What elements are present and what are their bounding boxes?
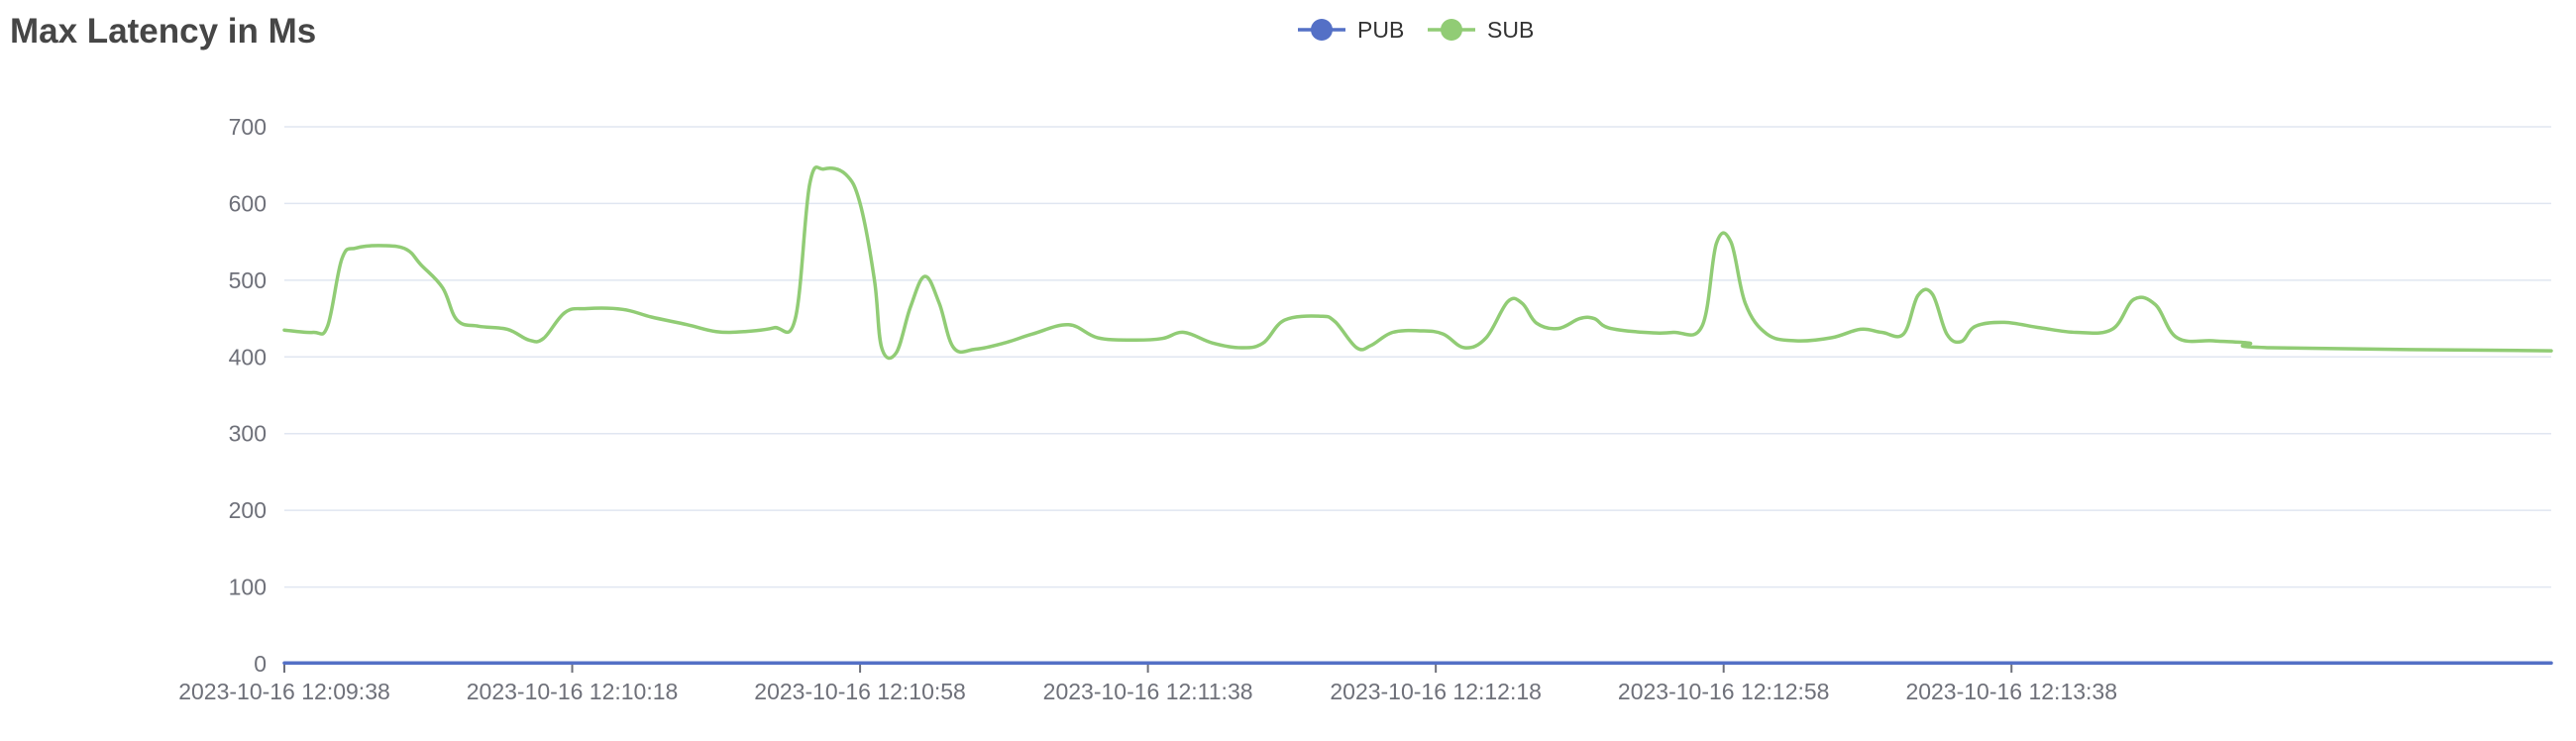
y-tick-label: 500 (229, 267, 267, 293)
x-tick-label: 2023-10-16 12:12:58 (1618, 679, 1830, 704)
series-line-sub (282, 165, 2553, 361)
y-tick-label: 100 (229, 575, 267, 600)
legend-circle-marker (1311, 19, 1333, 41)
legend-circle-marker (1441, 19, 1462, 41)
x-tick-label: 2023-10-16 12:09:38 (178, 679, 390, 704)
chart-title: Max Latency in Ms (10, 12, 317, 51)
y-axis: 0 100 200 300 400 500 600 700 (229, 114, 267, 677)
legend-label: PUB (1357, 17, 1404, 43)
y-tick-label: 400 (229, 344, 267, 370)
legend-label: SUB (1487, 17, 1534, 43)
x-tick-label: 2023-10-16 12:10:18 (467, 679, 679, 704)
x-tick-label: 2023-10-16 12:11:38 (1043, 679, 1253, 704)
x-tick-label: 2023-10-16 12:13:38 (1905, 679, 2117, 704)
legend-item-sub[interactable]: SUB (1428, 17, 1534, 43)
y-tick-label: 600 (229, 190, 267, 216)
legend[interactable]: PUB SUB (1298, 17, 1534, 43)
y-tick-label: 700 (229, 114, 267, 140)
x-tick-label: 2023-10-16 12:10:58 (754, 679, 966, 704)
x-axis: 2023-10-16 12:09:38 2023-10-16 12:10:18 20… (178, 663, 2551, 704)
grid-lines (284, 126, 2551, 588)
y-tick-label: 300 (229, 421, 267, 447)
y-tick-label: 0 (254, 651, 267, 677)
x-tick-label: 2023-10-16 12:12:18 (1330, 679, 1542, 704)
y-tick-label: 200 (229, 497, 267, 523)
legend-item-pub[interactable]: PUB (1298, 17, 1404, 43)
series-lines (282, 165, 2553, 665)
